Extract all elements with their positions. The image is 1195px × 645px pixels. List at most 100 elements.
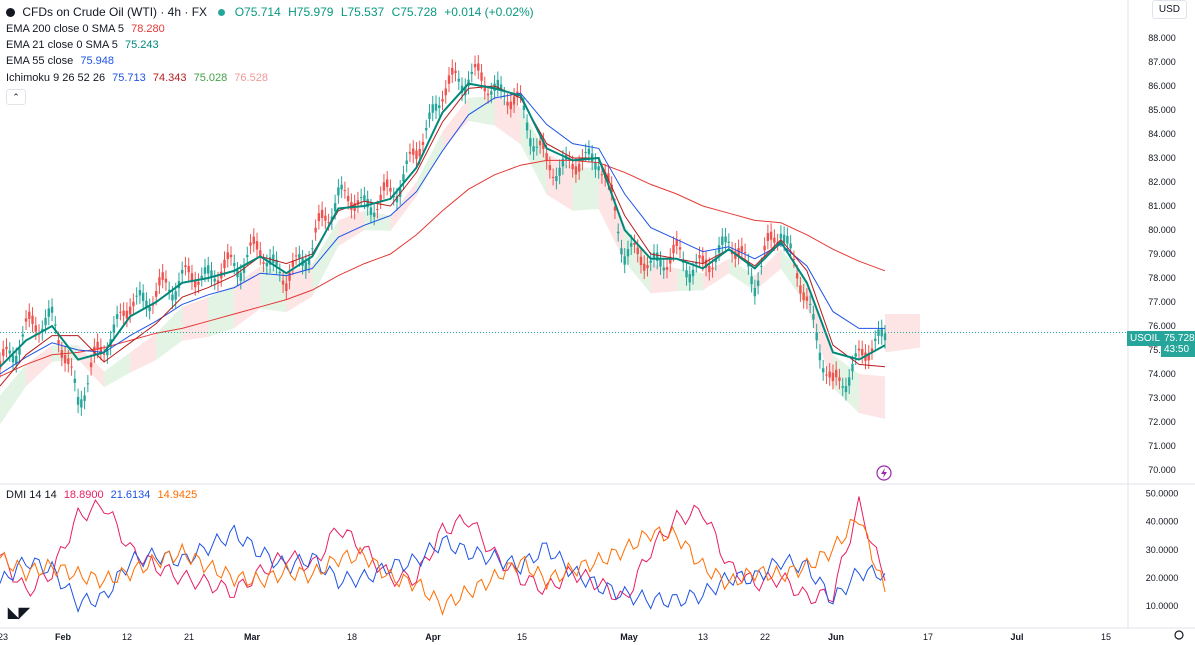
ichimoku-cloud-segment <box>702 258 729 291</box>
y-tick-label: 88.000 <box>1148 33 1176 43</box>
candle-body <box>311 248 314 250</box>
y-tick-label: 70.000 <box>1148 465 1176 475</box>
candle-body <box>857 348 861 351</box>
ichimoku-cloud-segment <box>338 210 365 247</box>
candle-body <box>343 190 347 192</box>
candle-body <box>203 267 207 274</box>
candle-body <box>773 237 776 243</box>
candle-body <box>28 311 31 319</box>
candle-body <box>555 176 558 181</box>
y-tick-label: 82.000 <box>1148 177 1176 187</box>
candle-body <box>561 158 565 167</box>
candle-body <box>464 86 467 96</box>
candle-body <box>825 374 828 376</box>
candle-body <box>483 85 486 92</box>
dmi-y-tick-label: 50.0000 <box>1146 489 1179 499</box>
ichimoku-cloud-segment <box>182 297 209 341</box>
currency-button[interactable]: USD <box>1151 0 1187 19</box>
candle-body <box>724 236 727 243</box>
candle-body <box>652 252 656 260</box>
candle-body <box>607 173 610 182</box>
ichimoku-cloud-segment <box>130 333 157 373</box>
ichimoku-cloud-segment <box>0 364 27 425</box>
indicator-dmi[interactable]: DMI 14 14 18.8900 21.6134 14.9425 <box>6 489 201 501</box>
x-tick-label: 23 <box>0 632 8 642</box>
candle-body <box>818 352 822 361</box>
candle-body <box>870 348 874 352</box>
candle-body <box>669 256 672 264</box>
candle-body <box>369 207 373 216</box>
candle-body <box>529 138 532 147</box>
candle-body <box>691 269 695 277</box>
market-status-icon <box>218 9 226 16</box>
indicator-label: DMI 14 14 <box>6 489 57 501</box>
candle-body <box>708 265 711 273</box>
candle-body <box>425 128 428 131</box>
candle-body <box>779 233 783 239</box>
candle-body <box>291 261 295 267</box>
candle-body <box>76 397 80 405</box>
settings-icon[interactable] <box>1174 630 1184 640</box>
symbol-title[interactable]: CFDs on Crude Oil (WTI) · 4h · FX <box>22 5 208 19</box>
candle-body <box>307 259 311 265</box>
candle-body <box>532 146 535 152</box>
candle-body <box>678 247 682 250</box>
x-tick-label: 18 <box>347 632 357 642</box>
candle-body <box>216 280 220 283</box>
candle-body <box>236 270 239 278</box>
candle-body <box>769 231 773 240</box>
candle-body <box>704 259 708 268</box>
settings-icon-ring <box>1174 630 1184 640</box>
candle-body <box>333 203 337 212</box>
candle-body <box>151 304 155 306</box>
indicator-value: 75.948 <box>80 55 114 67</box>
indicator-ema55[interactable]: EMA 55 close 75.948 <box>6 55 118 67</box>
indicator-label: EMA 55 close <box>6 55 74 67</box>
lightning-bolt-shape <box>881 468 887 478</box>
candle-body <box>148 306 151 312</box>
y-tick-label: 78.000 <box>1148 273 1176 283</box>
y-tick-label: 72.000 <box>1148 417 1176 427</box>
candle-body <box>213 278 216 282</box>
tradingview-logo[interactable]: ◣◤ <box>8 604 30 621</box>
candle-body <box>535 146 539 148</box>
candle-body <box>799 285 802 294</box>
candle-body <box>359 197 363 199</box>
price-badge-value: 75.728 <box>1164 333 1195 344</box>
candle-body <box>805 296 809 301</box>
indicator-ichimoku[interactable]: Ichimoku 9 26 52 26 75.713 74.343 75.028… <box>6 72 272 84</box>
candle-body <box>44 317 47 326</box>
candle-body <box>610 184 613 193</box>
candle-body <box>389 187 392 192</box>
indicator-ema200[interactable]: EMA 200 close 0 SMA 5 78.280 <box>6 23 169 35</box>
candle-body <box>392 195 395 198</box>
x-tick-label: May <box>620 632 638 642</box>
candle-body <box>701 255 704 263</box>
indicator-ema21[interactable]: EMA 21 close 0 SMA 5 75.243 <box>6 39 163 51</box>
candle-body <box>766 233 770 241</box>
candle-body <box>851 364 854 372</box>
y-tick-label: 74.000 <box>1148 369 1176 379</box>
candle-body <box>115 314 119 319</box>
candle-body <box>327 222 330 224</box>
ohlc-low: L75.537 <box>340 5 385 19</box>
x-tick-label: Apr <box>425 632 441 642</box>
collapse-legend-button[interactable]: ⌃ <box>6 89 26 105</box>
candle-body <box>346 195 350 202</box>
candle-body <box>408 151 412 154</box>
candle-body <box>93 346 96 355</box>
candle-body <box>249 242 252 246</box>
candle-body <box>174 291 177 300</box>
candle-body <box>184 265 187 268</box>
dmi-y-tick-label: 30.0000 <box>1146 545 1179 555</box>
candle-body <box>379 194 382 201</box>
candle-body <box>848 377 851 386</box>
candle-body <box>633 242 636 245</box>
ichimoku-base-line <box>0 85 886 387</box>
candle-body <box>145 300 148 309</box>
candle-body <box>454 70 457 74</box>
ohlc-close: C75.728 <box>391 5 437 19</box>
candle-body <box>324 215 327 221</box>
ichimoku-cloud-segment <box>442 98 469 149</box>
